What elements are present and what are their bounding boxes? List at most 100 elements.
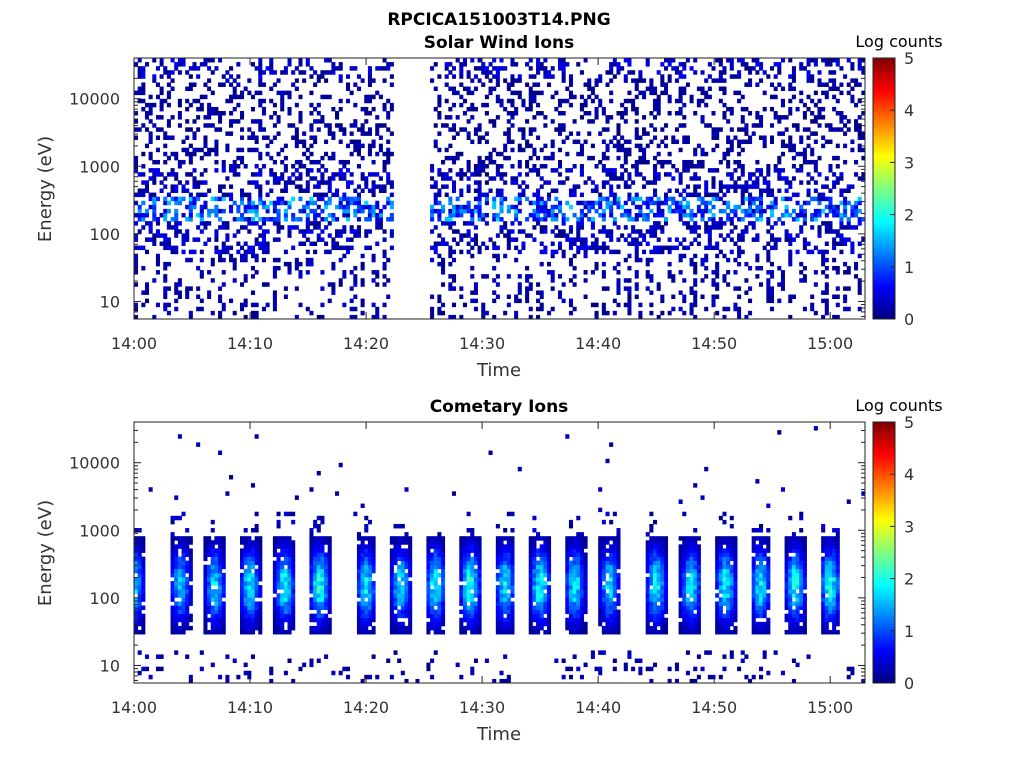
heatmap-cell	[243, 536, 248, 541]
heatmap-cell	[324, 625, 329, 631]
heatmap-cell	[196, 192, 201, 198]
heatmap-cell	[185, 135, 190, 140]
heatmap-cell	[287, 597, 292, 602]
x-tick-label: 14:40	[575, 334, 621, 353]
heatmap-cell	[207, 151, 212, 157]
heatmap-cell	[470, 237, 475, 242]
heatmap-cell	[627, 147, 632, 153]
heatmap-cell	[250, 221, 256, 226]
heatmap-cell	[254, 139, 259, 145]
heatmap-cell	[663, 82, 669, 87]
heatmap-cell	[810, 147, 815, 153]
heatmap-cell	[243, 253, 248, 259]
heatmap-cell	[813, 102, 818, 108]
heatmap-cell	[455, 229, 460, 234]
heatmap-cell	[276, 217, 281, 222]
heatmap-cell	[232, 200, 237, 206]
heatmap-cell	[631, 196, 636, 202]
heatmap-cell	[229, 257, 234, 263]
heatmap-cell	[258, 217, 263, 222]
heatmap-cell	[141, 572, 146, 578]
heatmap-cell	[320, 286, 325, 291]
heatmap-cell	[693, 282, 698, 287]
heatmap-cell	[557, 159, 563, 165]
heatmap-cell	[477, 212, 482, 218]
heatmap-cell	[642, 159, 647, 165]
heatmap-cell	[536, 208, 541, 214]
heatmap-cell	[137, 585, 142, 590]
heatmap-cell	[715, 221, 720, 226]
heatmap-cell	[316, 581, 321, 586]
heatmap-cell	[667, 261, 672, 267]
heatmap-cell	[448, 253, 453, 259]
heatmap-cell	[243, 225, 248, 230]
heatmap-cell	[707, 200, 712, 206]
heatmap-cell	[152, 233, 157, 238]
heatmap-cell	[430, 314, 435, 319]
heatmap-cell	[846, 188, 851, 193]
heatmap-cell	[320, 536, 325, 541]
heatmap-cell	[305, 225, 310, 230]
heatmap-cell	[192, 66, 197, 71]
heatmap-cell	[360, 208, 365, 214]
heatmap-cell	[320, 576, 325, 582]
heatmap-cell	[547, 74, 552, 79]
heatmap-cell	[214, 568, 219, 574]
heatmap-cell	[503, 180, 508, 185]
heatmap-cell	[839, 90, 844, 96]
heatmap-cell	[594, 249, 599, 255]
heatmap-cell	[177, 581, 182, 586]
heatmap-cell	[371, 314, 376, 319]
heatmap-cell	[221, 306, 226, 312]
heatmap-cell	[316, 552, 321, 557]
heatmap-cell	[627, 253, 632, 259]
heatmap-cell	[177, 589, 182, 594]
heatmap-cell	[218, 576, 223, 582]
heatmap-cell	[185, 294, 190, 300]
heatmap-cell	[364, 184, 369, 189]
heatmap-cell	[430, 576, 435, 582]
heatmap-cell	[557, 147, 563, 153]
heatmap-cell	[134, 609, 139, 615]
heatmap-cell	[704, 151, 709, 157]
heatmap-cell	[338, 670, 343, 676]
heatmap-cell	[141, 74, 146, 79]
heatmap-cell	[539, 90, 544, 96]
heatmap-cell	[247, 540, 252, 545]
heatmap-cell	[327, 568, 332, 574]
heatmap-cell	[137, 208, 142, 214]
heatmap-cell	[448, 62, 453, 67]
heatmap-cell	[627, 98, 632, 104]
heatmap-cell	[492, 217, 497, 222]
heatmap-cell	[715, 274, 720, 279]
heatmap-cell	[623, 286, 628, 291]
heatmap-cell	[320, 180, 325, 185]
heatmap-cell	[225, 249, 230, 255]
heatmap-cell	[751, 225, 756, 230]
heatmap-cell	[568, 131, 573, 136]
heatmap-cell	[174, 617, 179, 623]
heatmap-cell	[218, 58, 223, 63]
heatmap-cell	[221, 192, 226, 198]
heatmap-cell	[433, 540, 438, 545]
heatmap-cell	[367, 98, 372, 104]
heatmap-cell	[656, 282, 661, 287]
heatmap-cell	[539, 176, 544, 181]
heatmap-cell	[762, 139, 767, 145]
heatmap-cell	[576, 237, 581, 242]
heatmap-cell	[565, 237, 570, 242]
heatmap-cell	[682, 208, 687, 214]
heatmap-cell	[777, 168, 782, 173]
heatmap-cell	[850, 241, 855, 246]
heatmap-cell	[451, 314, 457, 319]
heatmap-cell	[601, 164, 606, 169]
heatmap-cell	[287, 552, 292, 557]
heatmap-cell	[218, 225, 223, 230]
heatmap-cell	[839, 221, 844, 226]
heatmap-cell	[170, 196, 175, 202]
heatmap-cell	[769, 294, 775, 300]
heatmap-cell	[656, 225, 661, 230]
heatmap-cell	[557, 58, 563, 63]
heatmap-cell	[382, 265, 387, 271]
heatmap-cell	[404, 552, 409, 557]
